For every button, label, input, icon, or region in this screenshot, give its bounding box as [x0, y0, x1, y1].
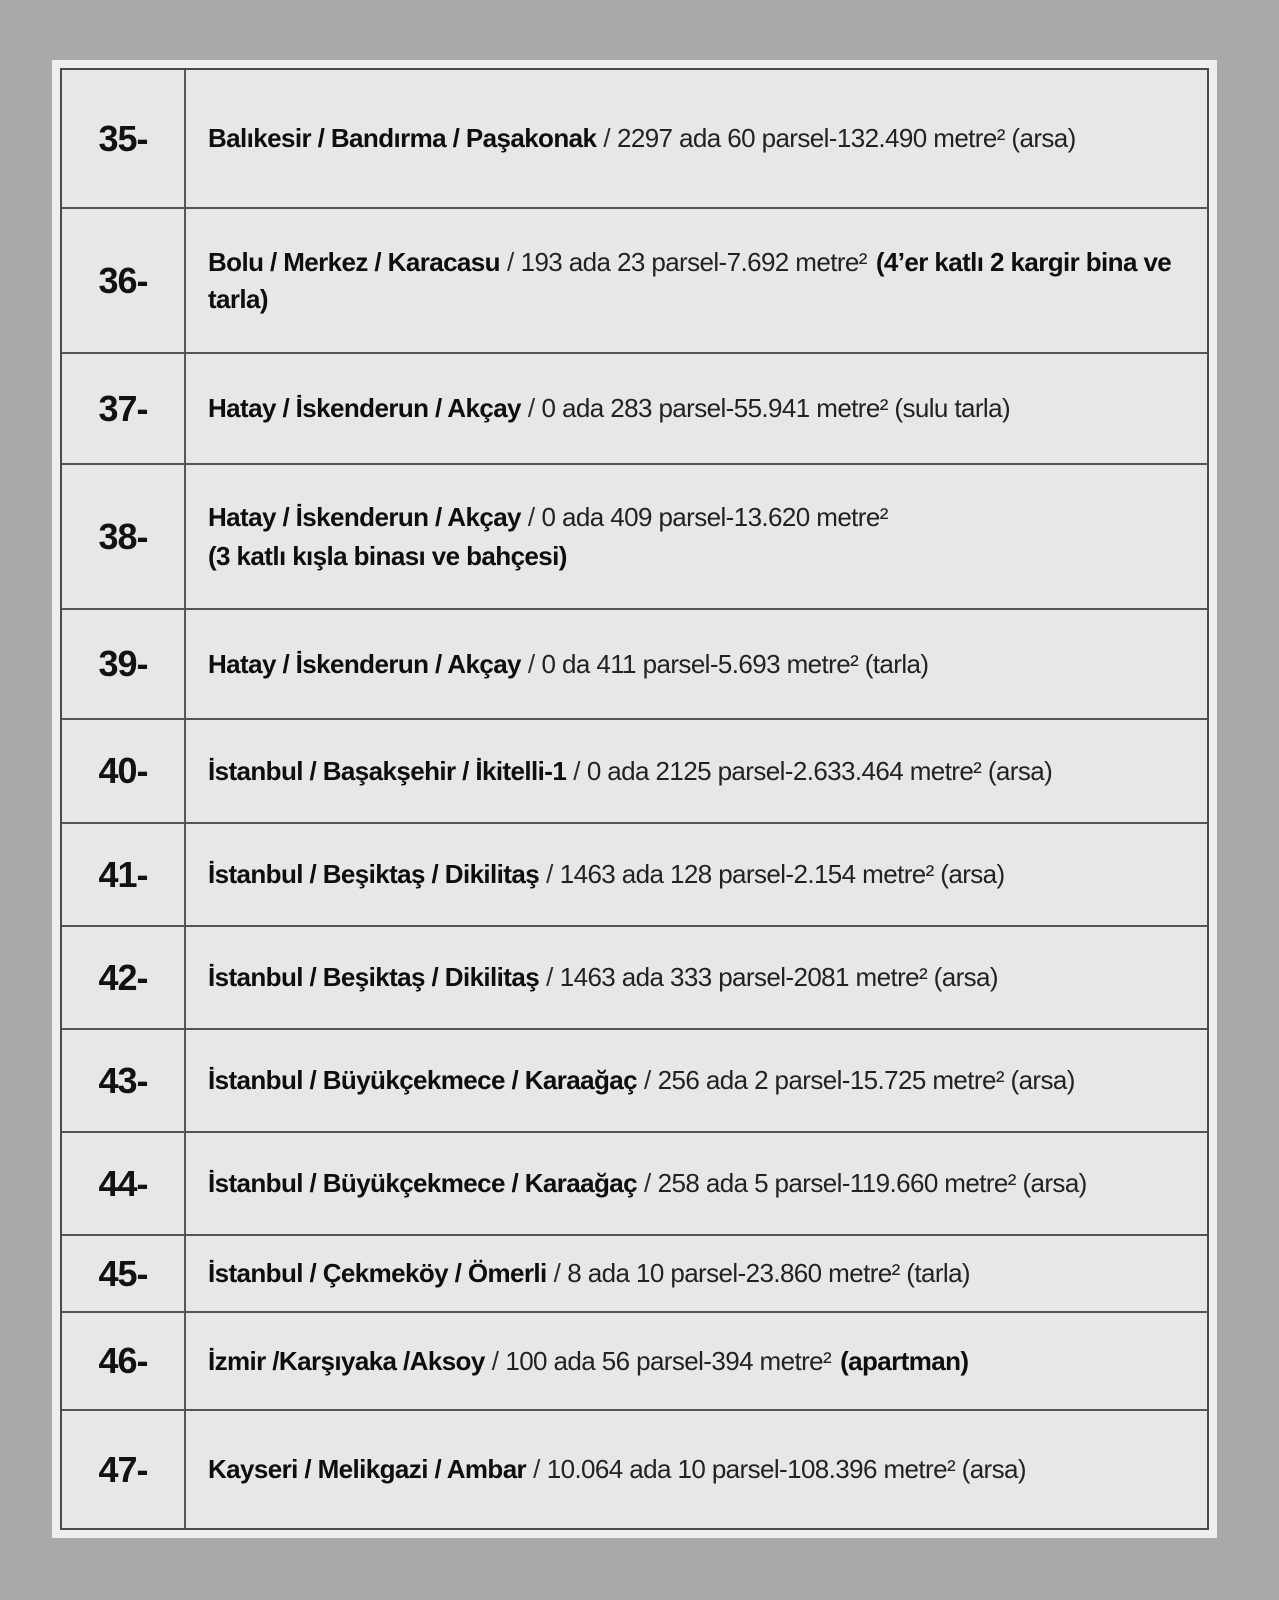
- table-row: 47- Kayseri / Melikgazi / Ambar/10.064 a…: [62, 1411, 1207, 1528]
- row-number: 46-: [62, 1313, 186, 1409]
- table-row: 45- İstanbul / Çekmeköy / Ömerli/8 ada 1…: [62, 1236, 1207, 1313]
- parcel-details-text: 193 ada 23 parsel-7.692 metre²: [520, 247, 868, 278]
- location-text: İzmir /Karşıyaka /Aksoy: [208, 1345, 485, 1376]
- location-text: Balıkesir / Bandırma / Paşakonak: [208, 123, 597, 154]
- parcel-details-text: 1463 ada 333 parsel-2081 metre² (arsa): [559, 962, 999, 993]
- row-description-cell: Balıkesir / Bandırma / Paşakonak/2297 ad…: [186, 70, 1207, 207]
- separator-slash: /: [527, 648, 535, 679]
- row-number: 43-: [62, 1030, 186, 1131]
- separator-slash: /: [527, 393, 535, 424]
- location-text: İstanbul / Büyükçekmece / Karaağaç: [208, 1168, 638, 1199]
- row-description-cell: İstanbul / Beşiktaş / Dikilitaş/1463 ada…: [186, 824, 1207, 925]
- row-description-cell: İzmir /Karşıyaka /Aksoy/100 ada 56 parse…: [186, 1313, 1207, 1409]
- parcel-listing-table: 35- Balıkesir / Bandırma / Paşakonak/229…: [60, 68, 1209, 1530]
- separator-slash: /: [644, 1168, 651, 1199]
- second-line-bold-text: (3 katlı kışla binası ve bahçesi): [208, 540, 567, 571]
- parcel-details-bold-text: (apartman): [840, 1345, 969, 1376]
- row-description: İstanbul / Beşiktaş / Dikilitaş/1463 ada…: [208, 856, 1193, 892]
- parcel-details-bold-text: (4’er katlı 2 kargir bina ve tarla): [208, 247, 1172, 314]
- row-number: 45-: [62, 1236, 186, 1311]
- location-text: Hatay / İskenderun / Akçay: [208, 648, 522, 679]
- separator-slash: /: [546, 962, 553, 993]
- table-row: 41- İstanbul / Beşiktaş / Dikilitaş/1463…: [62, 824, 1207, 927]
- separator-slash: /: [491, 1345, 499, 1376]
- row-description-cell: İstanbul / Büyükçekmece / Karaağaç/256 a…: [186, 1030, 1207, 1131]
- parcel-details-text: 258 ada 5 parsel-119.660 metre² (arsa): [657, 1168, 1088, 1199]
- location-text: İstanbul / Büyükçekmece / Karaağaç: [208, 1065, 638, 1096]
- table-row: 40- İstanbul / Başakşehir / İkitelli-1/0…: [62, 720, 1207, 824]
- row-description: İstanbul / Çekmeköy / Ömerli/8 ada 10 pa…: [208, 1255, 1193, 1291]
- parcel-details-text: 256 ada 2 parsel-15.725 metre² (arsa): [657, 1065, 1076, 1096]
- parcel-details-text: 10.064 ada 10 parsel-108.396 metre² (ars…: [546, 1454, 1027, 1485]
- row-description-cell: İstanbul / Büyükçekmece / Karaağaç/258 a…: [186, 1133, 1207, 1234]
- row-number: 37-: [62, 354, 186, 463]
- separator-slash: /: [644, 1065, 651, 1096]
- separator-slash: /: [603, 123, 610, 154]
- table-row: 43- İstanbul / Büyükçekmece / Karaağaç/2…: [62, 1030, 1207, 1133]
- table-row: 36- Bolu / Merkez / Karacasu/193 ada 23 …: [62, 209, 1207, 354]
- table-row: 44- İstanbul / Büyükçekmece / Karaağaç/2…: [62, 1133, 1207, 1236]
- row-description: Hatay / İskenderun / Akçay/0 da 411 pars…: [208, 646, 1193, 682]
- row-number: 41-: [62, 824, 186, 925]
- separator-slash: /: [546, 859, 553, 890]
- separator-slash: /: [573, 755, 580, 786]
- location-text: İstanbul / Başakşehir / İkitelli-1: [208, 755, 567, 786]
- row-description-cell: Hatay / İskenderun / Akçay/0 ada 283 par…: [186, 354, 1207, 463]
- document-panel: 35- Balıkesir / Bandırma / Paşakonak/229…: [52, 60, 1217, 1538]
- location-text: Bolu / Merkez / Karacasu: [208, 247, 501, 278]
- parcel-details-text: 1463 ada 128 parsel-2.154 metre² (arsa): [559, 859, 1005, 890]
- row-number: 42-: [62, 927, 186, 1028]
- location-text: İstanbul / Beşiktaş / Dikilitaş: [208, 859, 540, 890]
- table-row: 39- Hatay / İskenderun / Akçay/0 da 411 …: [62, 610, 1207, 720]
- row-description: Kayseri / Melikgazi / Ambar/10.064 ada 1…: [208, 1451, 1193, 1487]
- row-description: İstanbul / Beşiktaş / Dikilitaş/1463 ada…: [208, 959, 1193, 995]
- parcel-details-text: 0 da 411 parsel-5.693 metre² (tarla): [541, 648, 930, 679]
- row-number: 39-: [62, 610, 186, 718]
- row-number: 40-: [62, 720, 186, 822]
- parcel-details-text: 0 ada 283 parsel-55.941 metre² (sulu tar…: [541, 393, 1011, 424]
- row-description-cell: Hatay / İskenderun / Akçay/0 ada 409 par…: [186, 465, 1207, 608]
- row-description-cell: Bolu / Merkez / Karacasu/193 ada 23 pars…: [186, 209, 1207, 352]
- parcel-details-text: 8 ada 10 parsel-23.860 metre² (tarla): [567, 1258, 970, 1289]
- row-description: Bolu / Merkez / Karacasu/193 ada 23 pars…: [208, 244, 1193, 317]
- separator-slash: /: [527, 502, 535, 533]
- row-description: Balıkesir / Bandırma / Paşakonak/2297 ad…: [208, 120, 1193, 156]
- row-number: 38-: [62, 465, 186, 608]
- location-text: İstanbul / Beşiktaş / Dikilitaş: [208, 962, 540, 993]
- row-description: Hatay / İskenderun / Akçay/0 ada 283 par…: [208, 390, 1193, 426]
- row-description: İzmir /Karşıyaka /Aksoy/100 ada 56 parse…: [208, 1343, 1193, 1379]
- row-description-cell: İstanbul / Başakşehir / İkitelli-1/0 ada…: [186, 720, 1207, 822]
- row-description-cell: İstanbul / Beşiktaş / Dikilitaş/1463 ada…: [186, 927, 1207, 1028]
- row-description: İstanbul / Büyükçekmece / Karaağaç/256 a…: [208, 1062, 1193, 1098]
- location-text: Hatay / İskenderun / Akçay: [208, 393, 522, 424]
- parcel-details-text: 0 ada 409 parsel-13.620 metre²: [541, 502, 889, 533]
- row-number: 35-: [62, 70, 186, 207]
- table-row: 42- İstanbul / Beşiktaş / Dikilitaş/1463…: [62, 927, 1207, 1030]
- table-row: 35- Balıkesir / Bandırma / Paşakonak/229…: [62, 70, 1207, 209]
- row-number: 44-: [62, 1133, 186, 1234]
- row-description: İstanbul / Başakşehir / İkitelli-1/0 ada…: [208, 753, 1193, 789]
- table-row: 37- Hatay / İskenderun / Akçay/0 ada 283…: [62, 354, 1207, 465]
- row-description-cell: Hatay / İskenderun / Akçay/0 da 411 pars…: [186, 610, 1207, 718]
- location-text: İstanbul / Çekmeköy / Ömerli: [208, 1258, 547, 1289]
- separator-slash: /: [533, 1454, 540, 1485]
- row-description: Hatay / İskenderun / Akçay/0 ada 409 par…: [208, 499, 1193, 535]
- parcel-details-text: 0 ada 2125 parsel-2.633.464 metre² (arsa…: [586, 755, 1053, 786]
- table-row: 46- İzmir /Karşıyaka /Aksoy/100 ada 56 p…: [62, 1313, 1207, 1411]
- row-description-cell: İstanbul / Çekmeköy / Ömerli/8 ada 10 pa…: [186, 1236, 1207, 1311]
- row-number: 36-: [62, 209, 186, 352]
- row-number: 47-: [62, 1411, 186, 1528]
- parcel-details-text: 100 ada 56 parsel-394 metre²: [505, 1345, 832, 1376]
- row-description: İstanbul / Büyükçekmece / Karaağaç/258 a…: [208, 1165, 1193, 1201]
- separator-slash: /: [506, 247, 514, 278]
- location-text: Kayseri / Melikgazi / Ambar: [208, 1454, 527, 1485]
- table-row: 38- Hatay / İskenderun / Akçay/0 ada 409…: [62, 465, 1207, 610]
- separator-slash: /: [553, 1258, 561, 1289]
- location-text: Hatay / İskenderun / Akçay: [208, 502, 522, 533]
- parcel-details-text: 2297 ada 60 parsel-132.490 metre² (arsa): [616, 123, 1076, 154]
- row-description-cell: Kayseri / Melikgazi / Ambar/10.064 ada 1…: [186, 1411, 1207, 1528]
